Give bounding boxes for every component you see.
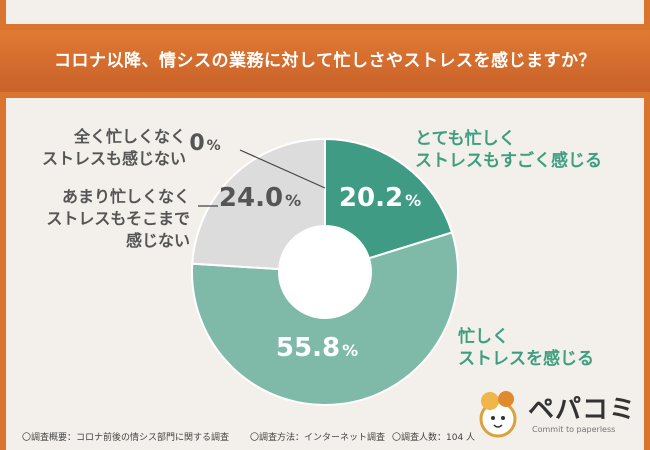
logo-tagline: Commit to paperless [532,425,616,434]
top-panel [6,0,644,24]
title-band [0,30,650,92]
logo-mascot-icon [479,391,517,438]
label-very-busy-line2: ストレスもすごく感じる [415,151,602,171]
label-not-very-busy-line2: ストレスもそこまで [46,209,190,228]
label-not-busy-line2: ストレスも感じない [41,149,186,168]
label-busy: 忙しく ストレスを感じる [458,326,594,370]
leader-line-not-busy [239,149,326,189]
label-not-very-busy: あまり忙しくなく ストレスもそこまで 感じない [22,186,190,252]
label-not-very-busy-line3: 感じない [125,231,190,250]
label-not-very-busy-line1: あまり忙しくなく [61,187,190,206]
label-not-busy-line1: 全く忙しくなく [73,127,186,146]
footer-method: 〇調査方法：インターネット調査 [250,433,386,443]
logo-name: ペパコミ [528,395,637,425]
label-busy-line1: 忙しく [458,327,509,347]
slice-busy [191,231,459,406]
donut-hole [280,227,370,317]
footer-overview: 〇調査概要：コロナ前後の情シス部門に関する調査 [22,433,230,443]
chart-title: コロナ以降、情シスの業務に対して忙しさやストレスを感じますか？ [54,51,596,71]
value-not-busy: 0% [189,131,220,156]
label-not-busy: 全く忙しくなく ストレスも感じない [22,126,186,170]
label-very-busy: とても忙しく ストレスもすごく感じる [415,128,602,172]
slice-not-very-busy [191,137,326,271]
label-very-busy-line1: とても忙しく [415,129,516,149]
label-busy-line2: ストレスを感じる [458,349,594,369]
logo: ペパコミ Commit to paperless [470,385,640,445]
footer-respondents: 〇調査人数：104 人 [392,433,476,443]
slice-very-busy [324,137,454,260]
